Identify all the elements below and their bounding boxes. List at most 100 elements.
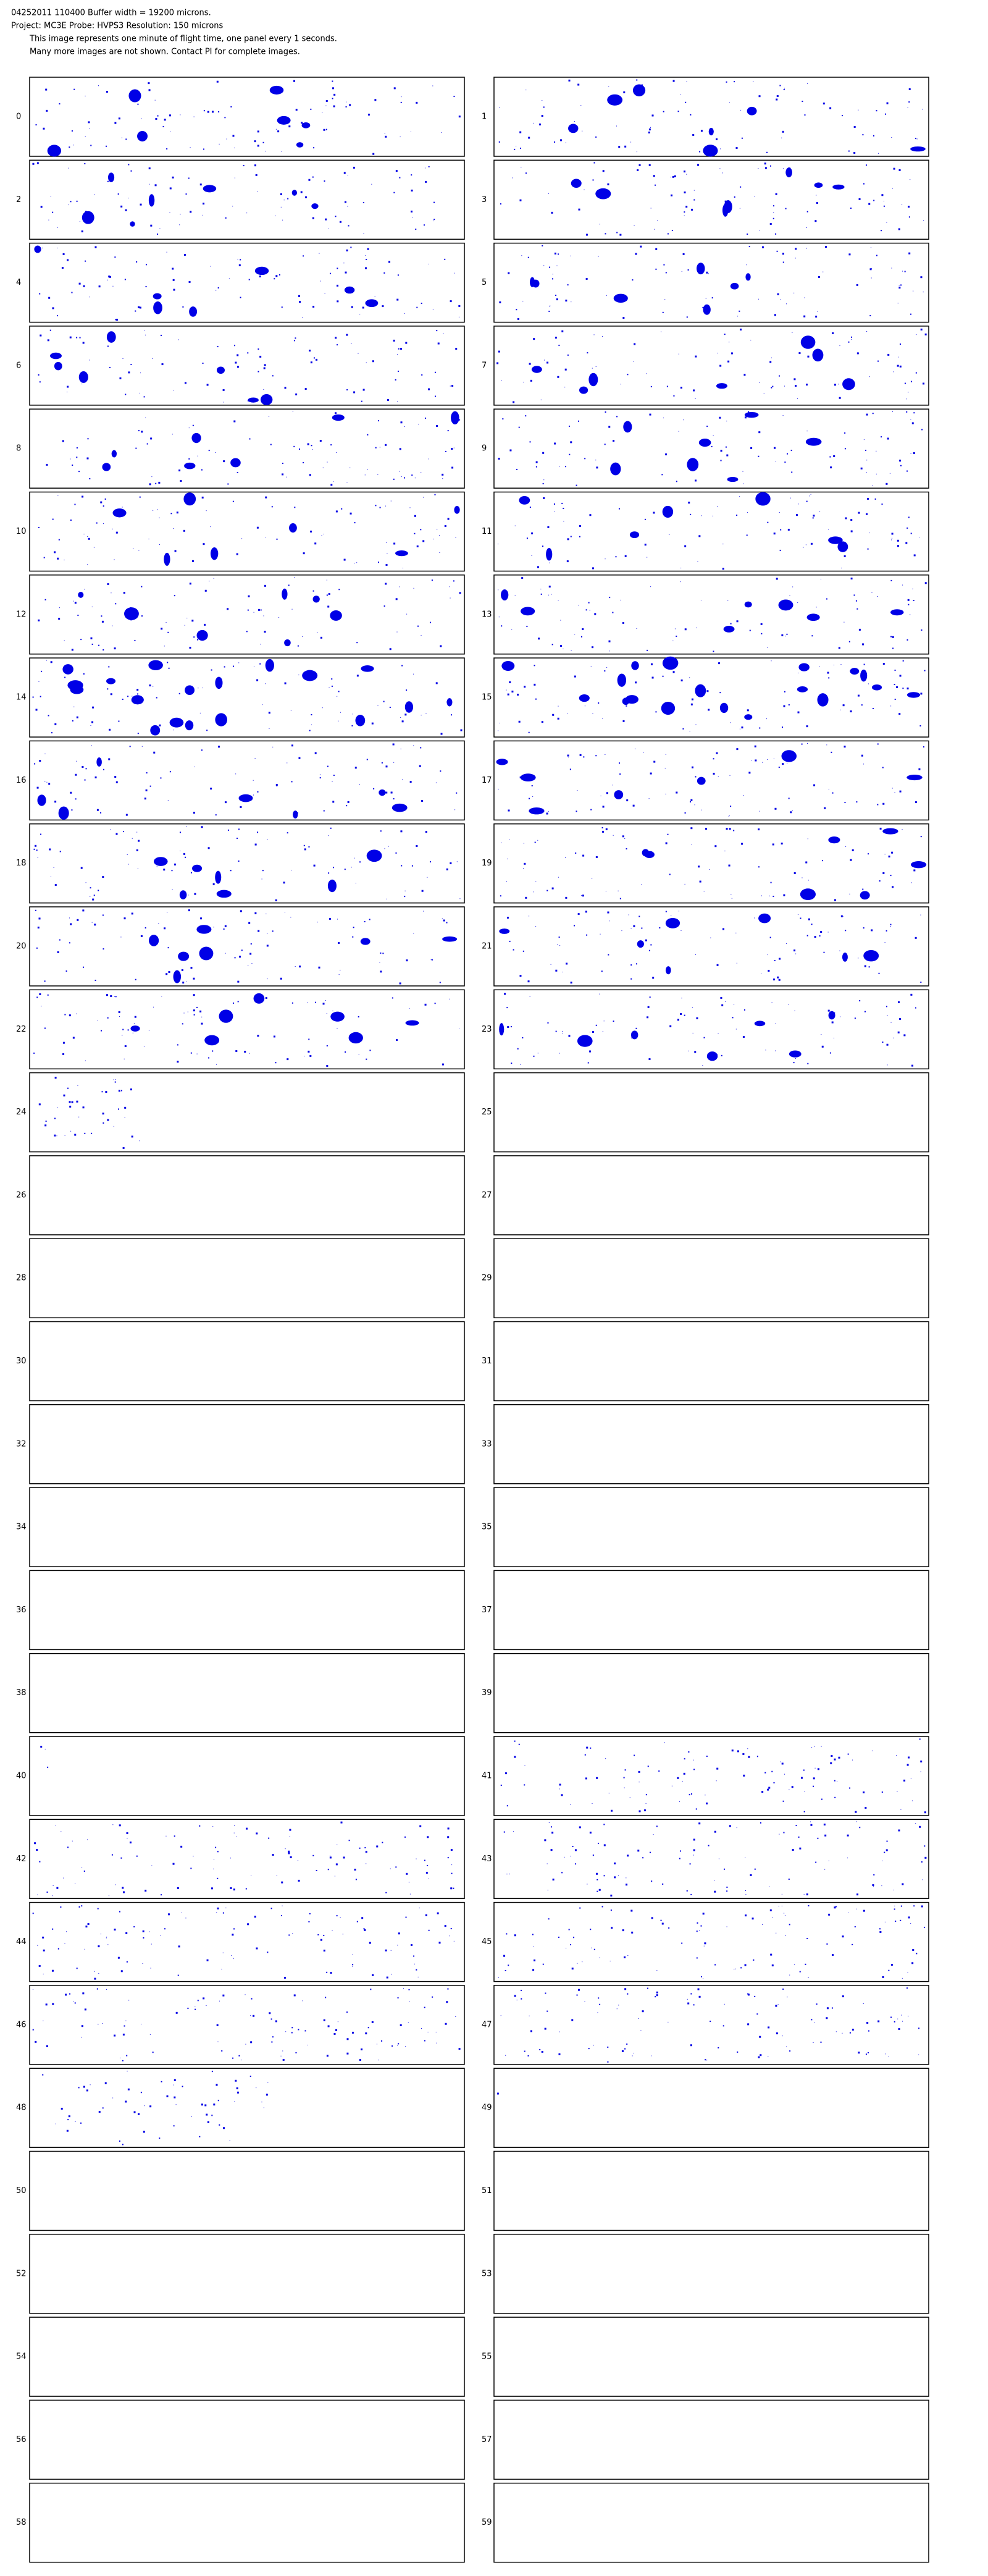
particle <box>861 704 863 706</box>
particle <box>338 589 340 591</box>
particle <box>509 681 511 683</box>
particle <box>451 466 454 469</box>
particle <box>634 225 635 226</box>
particle <box>96 809 99 811</box>
particle <box>885 930 887 932</box>
particle-blob <box>577 1035 593 1047</box>
particle <box>288 1852 290 1854</box>
particle <box>284 387 287 389</box>
particle <box>362 201 364 203</box>
particle <box>419 765 421 767</box>
particle <box>797 398 798 399</box>
particle <box>908 1916 910 1919</box>
particle <box>81 2025 83 2027</box>
particle-blob <box>128 89 141 103</box>
particles <box>500 1738 926 1814</box>
panel-frame <box>29 2150 465 2231</box>
particle <box>840 663 842 665</box>
particle <box>455 348 458 350</box>
particle <box>806 1893 808 1896</box>
particle <box>648 1058 651 1061</box>
particle <box>758 382 760 383</box>
particle <box>630 1909 633 1912</box>
particle <box>900 1809 902 1810</box>
particle <box>863 1791 865 1794</box>
particle <box>35 124 37 126</box>
particle <box>251 963 253 964</box>
particle <box>329 1856 332 1859</box>
particle <box>169 187 172 190</box>
particle <box>405 2046 406 2047</box>
particle <box>240 259 241 261</box>
particle <box>416 101 418 104</box>
particle <box>624 1956 626 1959</box>
particle <box>902 660 904 662</box>
particle <box>885 113 887 115</box>
particle <box>248 279 250 280</box>
particle <box>380 952 382 954</box>
particle <box>49 329 51 331</box>
particle <box>504 1772 507 1775</box>
particle <box>529 507 531 508</box>
particle <box>421 634 422 636</box>
particle <box>864 965 866 967</box>
particle <box>514 148 516 150</box>
particle <box>894 684 895 686</box>
particle <box>312 590 314 592</box>
particle-blob <box>882 828 898 835</box>
particle <box>249 2076 251 2077</box>
particle <box>626 799 629 802</box>
particle <box>897 364 899 367</box>
particle <box>87 438 89 440</box>
particle-blob <box>520 773 536 782</box>
particle <box>421 799 424 802</box>
particle <box>367 248 369 250</box>
particle <box>255 174 257 176</box>
particle <box>39 993 41 995</box>
particle <box>313 147 315 149</box>
particle <box>549 266 551 268</box>
particle <box>71 649 73 651</box>
particle <box>687 2002 690 2005</box>
particle <box>647 1987 648 1989</box>
particle <box>191 560 194 562</box>
particle <box>314 542 317 545</box>
particle <box>719 364 722 367</box>
particle <box>232 500 234 502</box>
particle-blob <box>629 531 640 539</box>
particle <box>293 80 296 82</box>
particle <box>107 1017 109 1019</box>
particle <box>859 1827 861 1829</box>
particle-blob <box>54 361 62 371</box>
particle <box>534 683 536 686</box>
particle <box>697 164 700 166</box>
particle <box>642 2010 644 2013</box>
particle <box>856 801 858 803</box>
particle <box>403 1987 404 1989</box>
particle <box>781 1762 784 1765</box>
particle <box>78 282 81 285</box>
particle-blob <box>260 394 273 405</box>
particle <box>739 310 740 312</box>
particle <box>798 1836 800 1838</box>
particle <box>668 1927 670 1929</box>
particle <box>427 1865 429 1867</box>
particle <box>173 2125 175 2127</box>
particle <box>409 507 411 508</box>
particle <box>257 348 259 350</box>
particles <box>500 1987 920 2063</box>
particle <box>425 831 427 833</box>
particle <box>58 618 61 620</box>
particle <box>325 1000 326 1001</box>
panel-frame <box>29 242 465 323</box>
particle <box>134 1016 136 1018</box>
particle <box>174 2096 176 2098</box>
particle <box>374 99 377 101</box>
particle <box>693 1849 695 1851</box>
particle <box>146 443 148 445</box>
particle <box>824 807 826 809</box>
particle <box>152 2052 154 2053</box>
particle <box>921 1861 923 1863</box>
panel-label: 55 <box>482 2352 492 2362</box>
particle <box>638 164 641 166</box>
